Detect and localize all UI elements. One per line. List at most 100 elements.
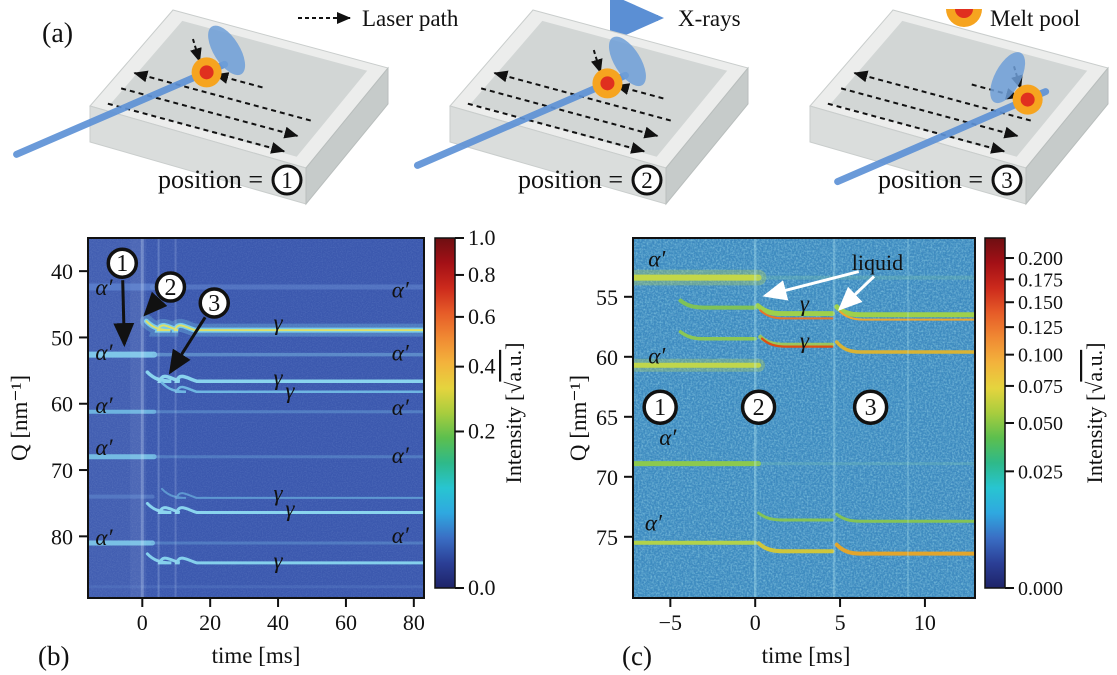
plot-frame-b (87, 237, 425, 599)
legend-laser-path-label: Laser path (362, 6, 459, 31)
x-axis-tick-label: 0 (750, 610, 761, 635)
x-axis-tick-label: 40 (267, 610, 289, 635)
phase-label: α′ (645, 510, 663, 535)
y-axis-tick-label: 75 (596, 525, 618, 550)
laser-scan-arrow (480, 87, 659, 139)
phase-label: α′ (392, 523, 410, 548)
phase-label: γ (274, 365, 284, 390)
panel-a: (a) Laser path X-rays Melt pool (42, 0, 1080, 49)
y-axis-tick-label: 60 (596, 345, 618, 370)
liquid-arrow (837, 275, 876, 311)
phase-label: α′ (659, 425, 677, 450)
laser-pass-streak (157, 238, 160, 598)
position-marker-circle (642, 389, 678, 425)
diffraction-line (839, 310, 975, 321)
vapor-plume (208, 25, 246, 76)
x-axis-tick-label: 10 (914, 610, 936, 635)
melt-pool-core-icon (955, 9, 973, 18)
position-label: position = (158, 165, 263, 194)
colorbar-tick-label: 0.000 (1018, 578, 1063, 600)
panel-c-xlabel: time [ms] (762, 643, 851, 668)
colorbar-tick-label: 0.125 (1018, 317, 1063, 339)
phase-label: α′ (392, 395, 410, 420)
heatmap-noise (633, 238, 975, 598)
vapor-plume (990, 52, 1026, 104)
position-marker-number: 3 (865, 395, 877, 421)
colorbar-tick-label: 0.8 (468, 262, 496, 287)
phase-label: γ (285, 496, 295, 521)
liquid-arrow (762, 270, 860, 301)
laser-scan-arrow-current (971, 83, 1021, 100)
phase-label: α′ (392, 443, 410, 468)
diffraction-line (760, 337, 834, 348)
position-marker-circle (106, 247, 139, 279)
substrate-2: position = 2 (413, 9, 749, 206)
laser-pass-streak (140, 238, 144, 598)
position-marker-circle (198, 287, 231, 319)
x-axis-tick-label: 60 (335, 610, 357, 635)
position-marker-circle (154, 271, 187, 303)
diffraction-line (678, 298, 758, 310)
position-marker-number: 1 (116, 251, 128, 277)
colorbar-tick-label: 0.025 (1018, 461, 1063, 483)
diffraction-line (145, 370, 424, 383)
laser-turn-arrow (590, 49, 603, 74)
axis-labels: (b) time [ms] Q [nm⁻¹] (c) time [ms] Q [… (7, 375, 850, 671)
colorbar-tick-label: 0.0 (468, 575, 496, 600)
phase-label: α′ (95, 340, 113, 365)
laser-scan-arrow (467, 102, 646, 154)
position-number-circle (271, 164, 303, 196)
chart-b: 0 20 40 60 80 40 50 60 70 80 1.0 0.8 0.6 0.4 0.2 0.0 Int… (51, 225, 526, 635)
laser-pass-streak (130, 238, 147, 598)
colorbar-tick-label: 0.175 (1018, 269, 1063, 291)
colorbar-label-c: Intensity [√a.u.] (1082, 343, 1107, 484)
plot-frame-c (632, 237, 976, 599)
colorbar-tick-label: 0.050 (1018, 413, 1063, 435)
phase-label: γ (274, 481, 284, 506)
liquid-label: liquid (852, 250, 903, 275)
panel-b-xlabel: time [ms] (212, 643, 301, 668)
diffraction-line (678, 330, 757, 341)
x-axis-tick-label: −5 (659, 610, 682, 635)
melt-pool-core (600, 76, 615, 91)
laser-scan-arrow (107, 102, 286, 154)
position-number: 3 (1001, 168, 1013, 193)
x-axis-tick-label: 0 (137, 610, 148, 635)
position-marker-circle (740, 389, 777, 425)
position-number-circle (631, 164, 663, 196)
colorbar-tick-label: 0.200 (1018, 248, 1063, 270)
legend-melt-pool-label: Melt pool (990, 6, 1080, 31)
laser-pass-streak (906, 238, 909, 598)
y-axis-tick-label: 60 (51, 392, 73, 417)
y-axis-tick-label: 50 (51, 325, 73, 350)
y-axis-tick-label: 80 (51, 524, 73, 549)
colorbar-b (434, 237, 456, 589)
phase-label: α′ (648, 246, 666, 271)
colorbar-c (984, 237, 1006, 589)
x-axis-tick-label: 5 (835, 610, 846, 635)
x-ray-beam (834, 88, 1050, 186)
phase-label: γ (274, 548, 284, 573)
diffraction-line (145, 552, 424, 565)
panel-b-ylabel: Q [nm⁻¹] (7, 375, 32, 461)
diffraction-line (160, 381, 424, 394)
legend-laser-path: Laser path (298, 6, 459, 31)
position-label: position = (518, 165, 623, 194)
substrate-3: position = 3 (809, 9, 1109, 206)
phase-label: γ (274, 310, 284, 335)
phase-label: α′ (95, 525, 113, 550)
phase-label: α′ (95, 435, 113, 460)
diffraction-line (756, 541, 835, 554)
position-marker-number: 3 (208, 291, 220, 317)
generated-content: position = 1 position = 2 position = 30 20 40 60… (13, 9, 1109, 635)
melt-pool-core (1020, 92, 1035, 107)
laser-scan-arrow (133, 70, 312, 122)
position-number: 2 (641, 168, 653, 193)
phase-label: γ (800, 291, 810, 316)
laser-scan-arrow (840, 87, 1019, 139)
phase-label: α′ (648, 344, 666, 369)
y-axis-tick-label: 65 (596, 405, 618, 430)
diffraction-line (755, 303, 835, 317)
phase-label: α′ (392, 278, 410, 303)
